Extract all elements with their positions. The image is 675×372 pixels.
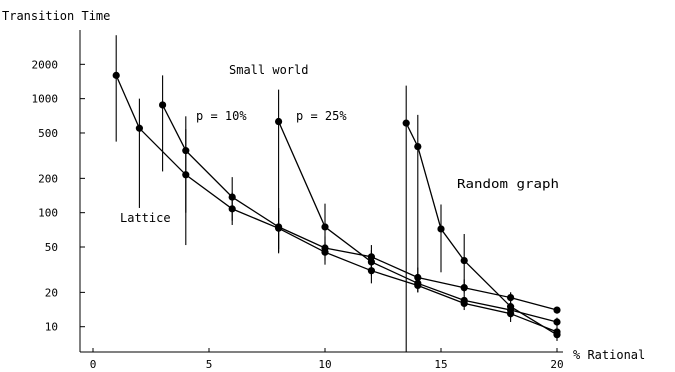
data-point bbox=[112, 71, 120, 79]
x-ticks: 0 5 10 15 20 bbox=[90, 348, 564, 371]
x-tick-label: 5 bbox=[206, 358, 213, 371]
data-point bbox=[414, 279, 422, 287]
annotation-p10: p = 10% bbox=[196, 109, 247, 123]
x-axis-label: % Rational bbox=[573, 348, 645, 362]
data-point bbox=[460, 256, 468, 265]
y-tick-label: 500 bbox=[38, 127, 58, 140]
y-tick-label: 10 bbox=[45, 321, 58, 334]
data-point bbox=[553, 331, 561, 339]
series-layer bbox=[112, 35, 561, 352]
y-tick-label: 1000 bbox=[32, 93, 59, 106]
data-point bbox=[553, 318, 561, 326]
data-point bbox=[321, 223, 329, 231]
data-point bbox=[228, 193, 236, 201]
series-line bbox=[162, 104, 558, 311]
data-point bbox=[507, 303, 515, 311]
data-point bbox=[460, 296, 468, 305]
x-tick-label: 15 bbox=[434, 358, 447, 371]
y-tick-label: 100 bbox=[38, 207, 58, 220]
x-tick-label: 10 bbox=[318, 358, 331, 371]
y-ticks: 10 20 50 100 200 500 1000 2000 bbox=[32, 58, 85, 334]
y-tick-label: 200 bbox=[38, 172, 58, 185]
series-4 bbox=[402, 85, 561, 352]
data-point bbox=[135, 124, 143, 132]
x-tick-label: 20 bbox=[550, 358, 563, 371]
data-point bbox=[367, 258, 375, 266]
annotation-random-graph: Random graph bbox=[457, 177, 559, 191]
y-axis-label: Transition Time bbox=[2, 9, 110, 23]
data-point bbox=[159, 101, 167, 109]
data-point bbox=[182, 147, 190, 155]
annotation-small-world: Small world bbox=[229, 63, 308, 77]
y-tick-label: 50 bbox=[45, 241, 58, 254]
y-tick-label: 20 bbox=[45, 286, 58, 299]
data-point bbox=[553, 306, 561, 314]
y-tick-label: 2000 bbox=[32, 58, 59, 71]
data-point bbox=[414, 142, 422, 151]
data-point bbox=[402, 119, 410, 127]
x-tick-label: 0 bbox=[90, 358, 97, 371]
annotation-p25: p = 25% bbox=[296, 109, 347, 123]
axes: 0 5 10 15 20 10 20 50 100 200 500 1000 2000 bbox=[32, 30, 564, 371]
annotation-lattice: Lattice bbox=[120, 211, 171, 225]
series-line bbox=[405, 122, 558, 336]
data-point bbox=[275, 117, 283, 126]
data-point bbox=[437, 225, 445, 233]
